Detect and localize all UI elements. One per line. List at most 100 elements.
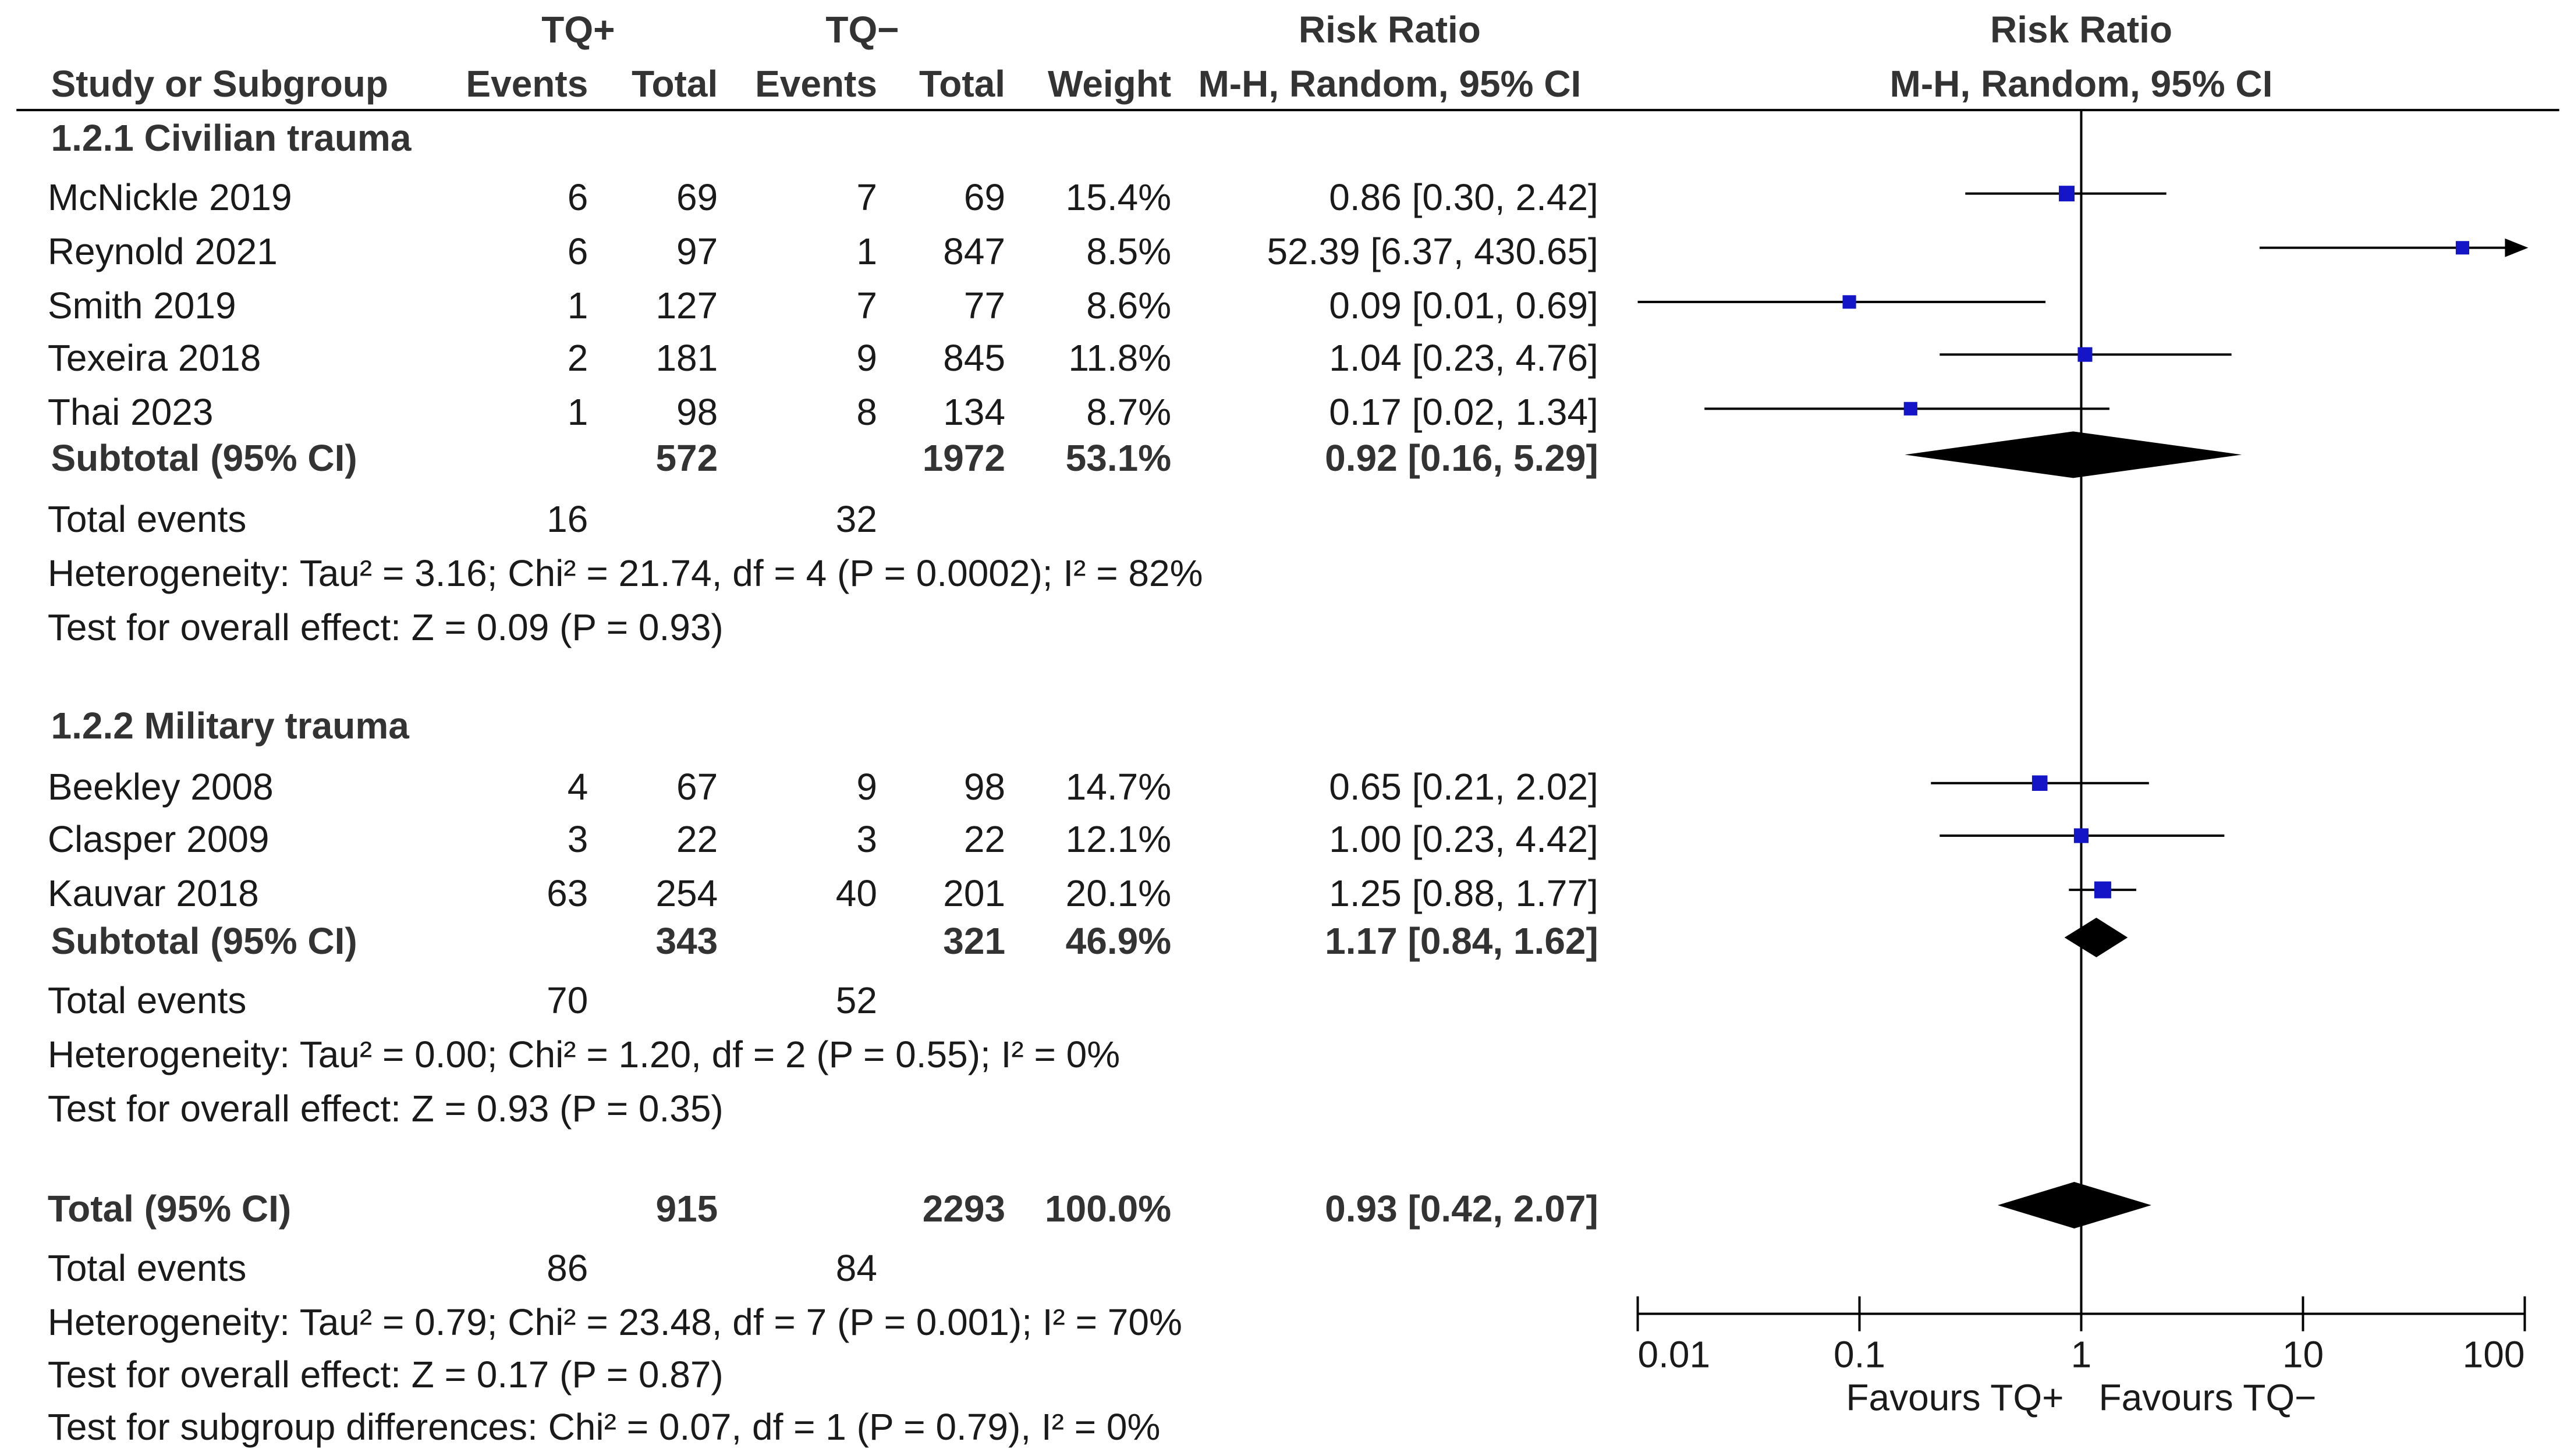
study-events-tq-plus: 4 (567, 765, 588, 808)
header-risk-ratio: Risk Ratio (1298, 8, 1481, 51)
study-total-tq-plus: 69 (676, 176, 718, 218)
study-weight: 8.5% (1086, 230, 1172, 272)
study-total-tq-minus: 22 (963, 818, 1006, 861)
header-events-tq-minus: Events (755, 62, 877, 105)
subtotal-weight: 53.1% (1065, 437, 1172, 480)
total-events-tq-minus: 52 (835, 979, 877, 1021)
study-name: Clasper 2009 (47, 818, 270, 861)
plot-title: Risk Ratio (1990, 8, 2172, 51)
study-total-tq-minus: 69 (963, 176, 1006, 218)
study-risk-ratio-ci: 1.04 [0.23, 4.76] (1329, 337, 1598, 379)
study-events-tq-minus: 8 (856, 391, 877, 434)
overall-effect-text: Test for overall effect: Z = 0.93 (P = 0… (47, 1087, 724, 1130)
study-point-estimate (2094, 881, 2111, 899)
study-weight: 8.6% (1086, 284, 1172, 326)
study-events-tq-minus: 3 (856, 818, 877, 861)
x-tick-label: 1 (2071, 1334, 2092, 1376)
header-method: M-H, Random, 95% CI (1198, 62, 1582, 105)
subgroup-differences-text: Test for subgroup differences: Chi² = 0.… (47, 1406, 1161, 1448)
study-name: Reynold 2021 (47, 230, 278, 272)
header-total-tq-plus: Total (632, 62, 718, 105)
study-total-tq-minus: 134 (943, 391, 1006, 434)
x-tick-label: 10 (2282, 1334, 2324, 1376)
study-name: Thai 2023 (47, 391, 214, 434)
study-point-estimate (2031, 775, 2048, 791)
total-events-tq-minus: 32 (835, 498, 877, 540)
total-n-tq-minus: 2293 (922, 1187, 1006, 1230)
study-risk-ratio-ci: 0.17 [0.02, 1.34] (1329, 391, 1598, 434)
study-weight: 12.1% (1065, 818, 1172, 861)
header-weight: Weight (1047, 62, 1172, 105)
study-point-estimate (2077, 347, 2093, 362)
subtotal-label: Subtotal (95% CI) (51, 437, 357, 480)
study-point-estimate (2059, 186, 2075, 202)
header-study: Study or Subgroup (51, 62, 388, 105)
study-point-estimate (2455, 241, 2469, 255)
study-events-tq-plus: 3 (567, 818, 588, 861)
subtotal-total-tq-plus: 572 (655, 437, 718, 480)
study-events-tq-plus: 6 (567, 176, 588, 218)
study-total-tq-plus: 98 (676, 391, 718, 434)
study-events-tq-minus: 9 (856, 337, 877, 379)
study-total-tq-plus: 127 (655, 284, 718, 326)
subtotal-diamond (2064, 918, 2128, 958)
study-events-tq-minus: 9 (856, 765, 877, 808)
study-events-tq-minus: 40 (835, 872, 877, 915)
study-weight: 20.1% (1065, 872, 1172, 915)
overall-effect-text: Test for overall effect: Z = 0.17 (P = 0… (47, 1354, 724, 1395)
header-events-tq-plus: Events (466, 62, 588, 105)
study-events-tq-plus: 1 (567, 284, 588, 326)
total-events-label: Total events (47, 498, 247, 540)
favours-left-label: Favours TQ+ (1846, 1377, 2063, 1419)
study-name: Texeira 2018 (47, 337, 261, 379)
study-total-tq-minus: 98 (963, 765, 1006, 808)
heterogeneity-text: Heterogeneity: Tau² = 0.79; Chi² = 23.48… (47, 1301, 1182, 1343)
study-point-estimate (1842, 295, 1856, 309)
total-risk-ratio-ci: 0.93 [0.42, 2.07] (1325, 1187, 1598, 1230)
study-point-estimate (2073, 828, 2089, 843)
study-total-tq-plus: 22 (676, 818, 718, 861)
plot-method: M-H, Random, 95% CI (1889, 62, 2273, 105)
study-total-tq-minus: 847 (943, 230, 1006, 272)
study-name: Beekley 2008 (47, 765, 274, 808)
total-n-tq-plus: 915 (655, 1187, 718, 1230)
study-events-tq-plus: 1 (567, 391, 588, 434)
study-risk-ratio-ci: 1.25 [0.88, 1.77] (1329, 872, 1598, 915)
study-events-tq-minus: 1 (856, 230, 877, 272)
study-total-tq-plus: 97 (676, 230, 718, 272)
study-total-tq-plus: 67 (676, 765, 718, 808)
study-total-tq-minus: 845 (943, 337, 1006, 379)
study-risk-ratio-ci: 52.39 [6.37, 430.65] (1267, 230, 1598, 272)
study-events-tq-plus: 2 (567, 337, 588, 379)
study-weight: 15.4% (1065, 176, 1172, 218)
heterogeneity-text: Heterogeneity: Tau² = 0.00; Chi² = 1.20,… (47, 1033, 1121, 1075)
x-tick-label: 100 (2463, 1334, 2525, 1376)
study-events-tq-minus: 7 (856, 176, 877, 218)
study-weight: 8.7% (1086, 391, 1172, 434)
total-events-tq-minus: 84 (835, 1247, 877, 1289)
study-events-tq-plus: 6 (567, 230, 588, 272)
total-events-tq-plus: 16 (547, 498, 588, 540)
subtotal-diamond (1905, 431, 2242, 478)
study-total-tq-plus: 254 (655, 872, 718, 915)
study-events-tq-minus: 7 (856, 284, 877, 326)
subtotal-risk-ratio-ci: 0.92 [0.16, 5.29] (1325, 437, 1598, 480)
study-events-tq-plus: 63 (547, 872, 588, 915)
study-risk-ratio-ci: 0.09 [0.01, 0.69] (1329, 284, 1598, 326)
study-weight: 11.8% (1068, 337, 1172, 379)
total-events-tq-plus: 86 (547, 1247, 588, 1289)
header-total-tq-minus: Total (919, 62, 1006, 105)
total-events-label: Total events (47, 979, 247, 1021)
study-point-estimate (1903, 402, 1917, 416)
favours-right-label: Favours TQ− (2098, 1377, 2316, 1419)
overall-effect-text: Test for overall effect: Z = 0.09 (P = 0… (47, 606, 724, 648)
x-tick-label: 0.1 (1834, 1334, 1885, 1376)
heterogeneity-text: Heterogeneity: Tau² = 3.16; Chi² = 21.74… (47, 552, 1203, 594)
subgroup-title: 1.2.2 Military trauma (51, 705, 409, 747)
study-name: Smith 2019 (47, 284, 236, 326)
ci-arrow-right (2505, 238, 2529, 257)
study-name: McNickle 2019 (47, 176, 292, 218)
total-weight: 100.0% (1045, 1187, 1172, 1230)
